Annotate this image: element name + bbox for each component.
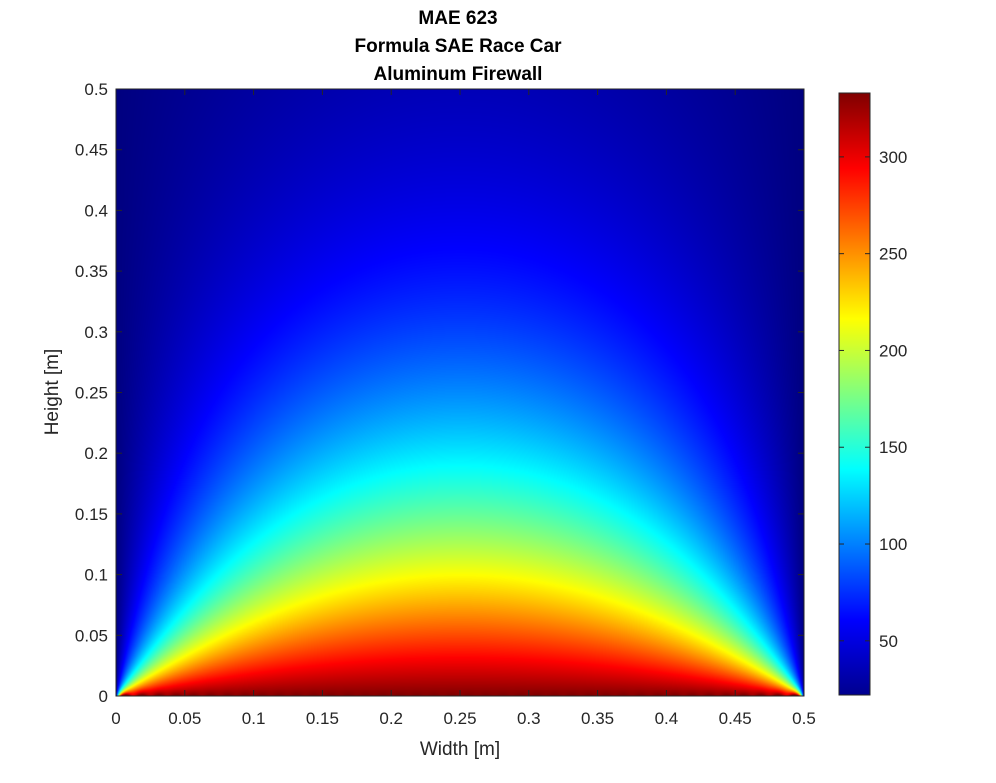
x-axis: 0 0.05 0.1 0.15 0.2 0.25 0.3 0.35 0.4 0.45 0.5: [111, 89, 816, 728]
y-tick-label: 0.2: [84, 444, 108, 463]
x-tick-label: 0.35: [581, 709, 614, 728]
colorbar-ticks: 50 100 150 200 250 300: [839, 148, 907, 651]
colorbar-tick-label: 300: [879, 148, 907, 167]
x-tick-label: 0.25: [443, 709, 476, 728]
x-tick-label: 0.3: [517, 709, 541, 728]
colorbar-tick-label: 200: [879, 341, 907, 360]
colorbar-tick-label: 50: [879, 632, 898, 651]
x-axis-label: Width [m]: [420, 739, 500, 760]
x-tick-label: 0.15: [306, 709, 339, 728]
y-tick-label: 0.15: [75, 505, 108, 524]
x-tick-label: 0.1: [242, 709, 266, 728]
colorbar: [838, 92, 871, 696]
heatmap-canvas: [116, 89, 804, 696]
colorbar-tick-label: 250: [879, 245, 907, 264]
y-tick-label: 0.4: [84, 201, 108, 220]
title-line-3: Aluminum Firewall: [374, 64, 543, 85]
x-tick-label: 0: [111, 709, 120, 728]
y-tick-label: 0.25: [75, 384, 108, 403]
x-tick-label: 0.5: [792, 709, 816, 728]
y-axis: 0 0.05 0.1 0.15 0.2 0.25 0.3 0.35 0.4 0.45 0.5: [75, 80, 804, 706]
y-tick-label: 0: [99, 687, 108, 706]
colorbar-tick-label: 100: [879, 535, 907, 554]
x-tick-label: 0.05: [168, 709, 201, 728]
colorbar-tick-label: 150: [879, 438, 907, 457]
y-tick-label: 0.5: [84, 80, 108, 99]
title-line-1: MAE 623: [418, 8, 497, 29]
y-tick-label: 0.35: [75, 262, 108, 281]
x-tick-label: 0.4: [655, 709, 679, 728]
y-axis-label: Height [m]: [42, 349, 63, 436]
chart-title: MAE 623 Formula SAE Race Car Aluminum Fi…: [355, 8, 563, 85]
title-line-2: Formula SAE Race Car: [355, 36, 563, 57]
y-tick-label: 0.05: [75, 626, 108, 645]
x-tick-label: 0.2: [379, 709, 403, 728]
heatmap-plot: [116, 89, 804, 696]
y-tick-label: 0.45: [75, 141, 108, 160]
x-tick-label: 0.45: [719, 709, 752, 728]
y-tick-label: 0.1: [84, 566, 108, 585]
y-tick-label: 0.3: [84, 323, 108, 342]
